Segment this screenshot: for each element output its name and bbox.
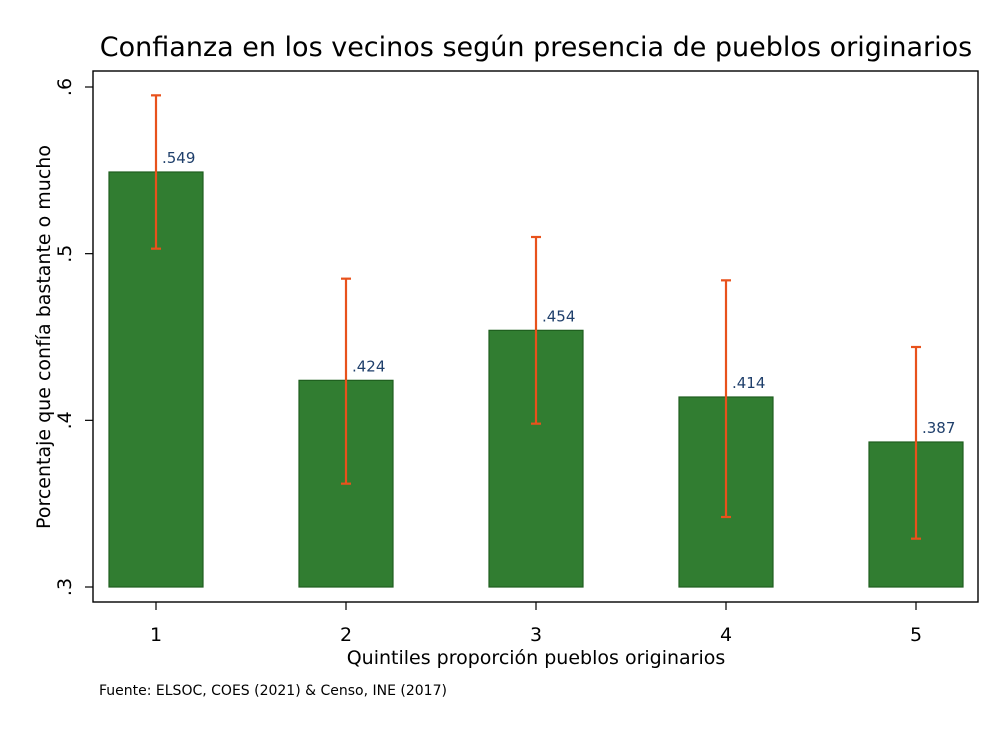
error-bar (911, 345, 921, 540)
x-tick-label: 3 (530, 624, 542, 646)
data-label: .387 (922, 419, 955, 437)
y-axis: .3 .4 .5 .6 (54, 78, 93, 596)
error-bar (531, 235, 541, 425)
error-bar (721, 279, 731, 519)
data-label: .454 (542, 307, 575, 325)
data-label: .424 (352, 357, 385, 375)
x-axis-label: Quintiles proporción pueblos originarios (347, 647, 726, 669)
y-tick-label: .4 (54, 411, 76, 429)
x-tick-label: 2 (340, 624, 352, 646)
x-tick-label: 5 (910, 624, 922, 646)
error-bar (341, 277, 351, 485)
data-label: .549 (162, 149, 195, 167)
error-bar (151, 94, 161, 250)
x-axis: 1 2 3 4 5 (150, 602, 922, 646)
source-note: Fuente: ELSOC, COES (2021) & Censo, INE … (99, 683, 447, 699)
y-tick-label: .6 (54, 78, 76, 96)
data-label: .414 (732, 374, 765, 392)
data-labels: .549 .424 .454 .414 .387 (162, 149, 955, 437)
y-axis-label: Porcentaje que confía bastante o mucho (33, 145, 55, 529)
error-bars (151, 94, 921, 540)
x-tick-label: 1 (150, 624, 162, 646)
y-tick-label: .5 (54, 245, 76, 263)
chart-title: Confianza en los vecinos según presencia… (100, 32, 972, 63)
y-tick-label: .3 (54, 578, 76, 596)
x-tick-label: 4 (720, 624, 732, 646)
